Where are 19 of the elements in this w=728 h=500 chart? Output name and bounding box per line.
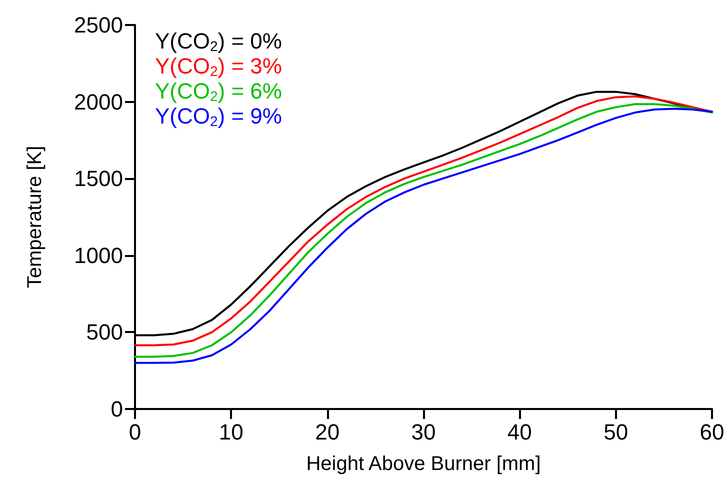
x-tick-label: 50 bbox=[604, 420, 628, 444]
x-tick-label: 10 bbox=[218, 420, 244, 444]
y-tick-label: 1000 bbox=[74, 242, 123, 268]
text: Y(CO2) = 3% bbox=[155, 54, 282, 79]
y-tick-label: 2500 bbox=[74, 12, 123, 38]
x-tick-label: 60 bbox=[700, 420, 724, 444]
text: Y(CO2) = 9% bbox=[155, 104, 282, 129]
x-tick-label: 40 bbox=[507, 420, 532, 444]
x-tick-label: 20 bbox=[315, 420, 340, 444]
x-axis-title: Height Above Burner [mm] bbox=[306, 453, 541, 475]
x-tick-label: 30 bbox=[411, 420, 436, 444]
x-tick-label: 0 bbox=[128, 420, 142, 444]
text: Y(CO2) = 0% bbox=[155, 28, 282, 54]
y-tick-label: 1500 bbox=[74, 166, 123, 192]
y-tick-label: 0 bbox=[110, 396, 123, 422]
text: Y(CO2) = 6% bbox=[155, 78, 282, 104]
y-tick-label: 2000 bbox=[74, 89, 123, 114]
y-tick-label: 500 bbox=[86, 320, 123, 345]
y-axis-title: Temperature [K] bbox=[24, 146, 46, 288]
